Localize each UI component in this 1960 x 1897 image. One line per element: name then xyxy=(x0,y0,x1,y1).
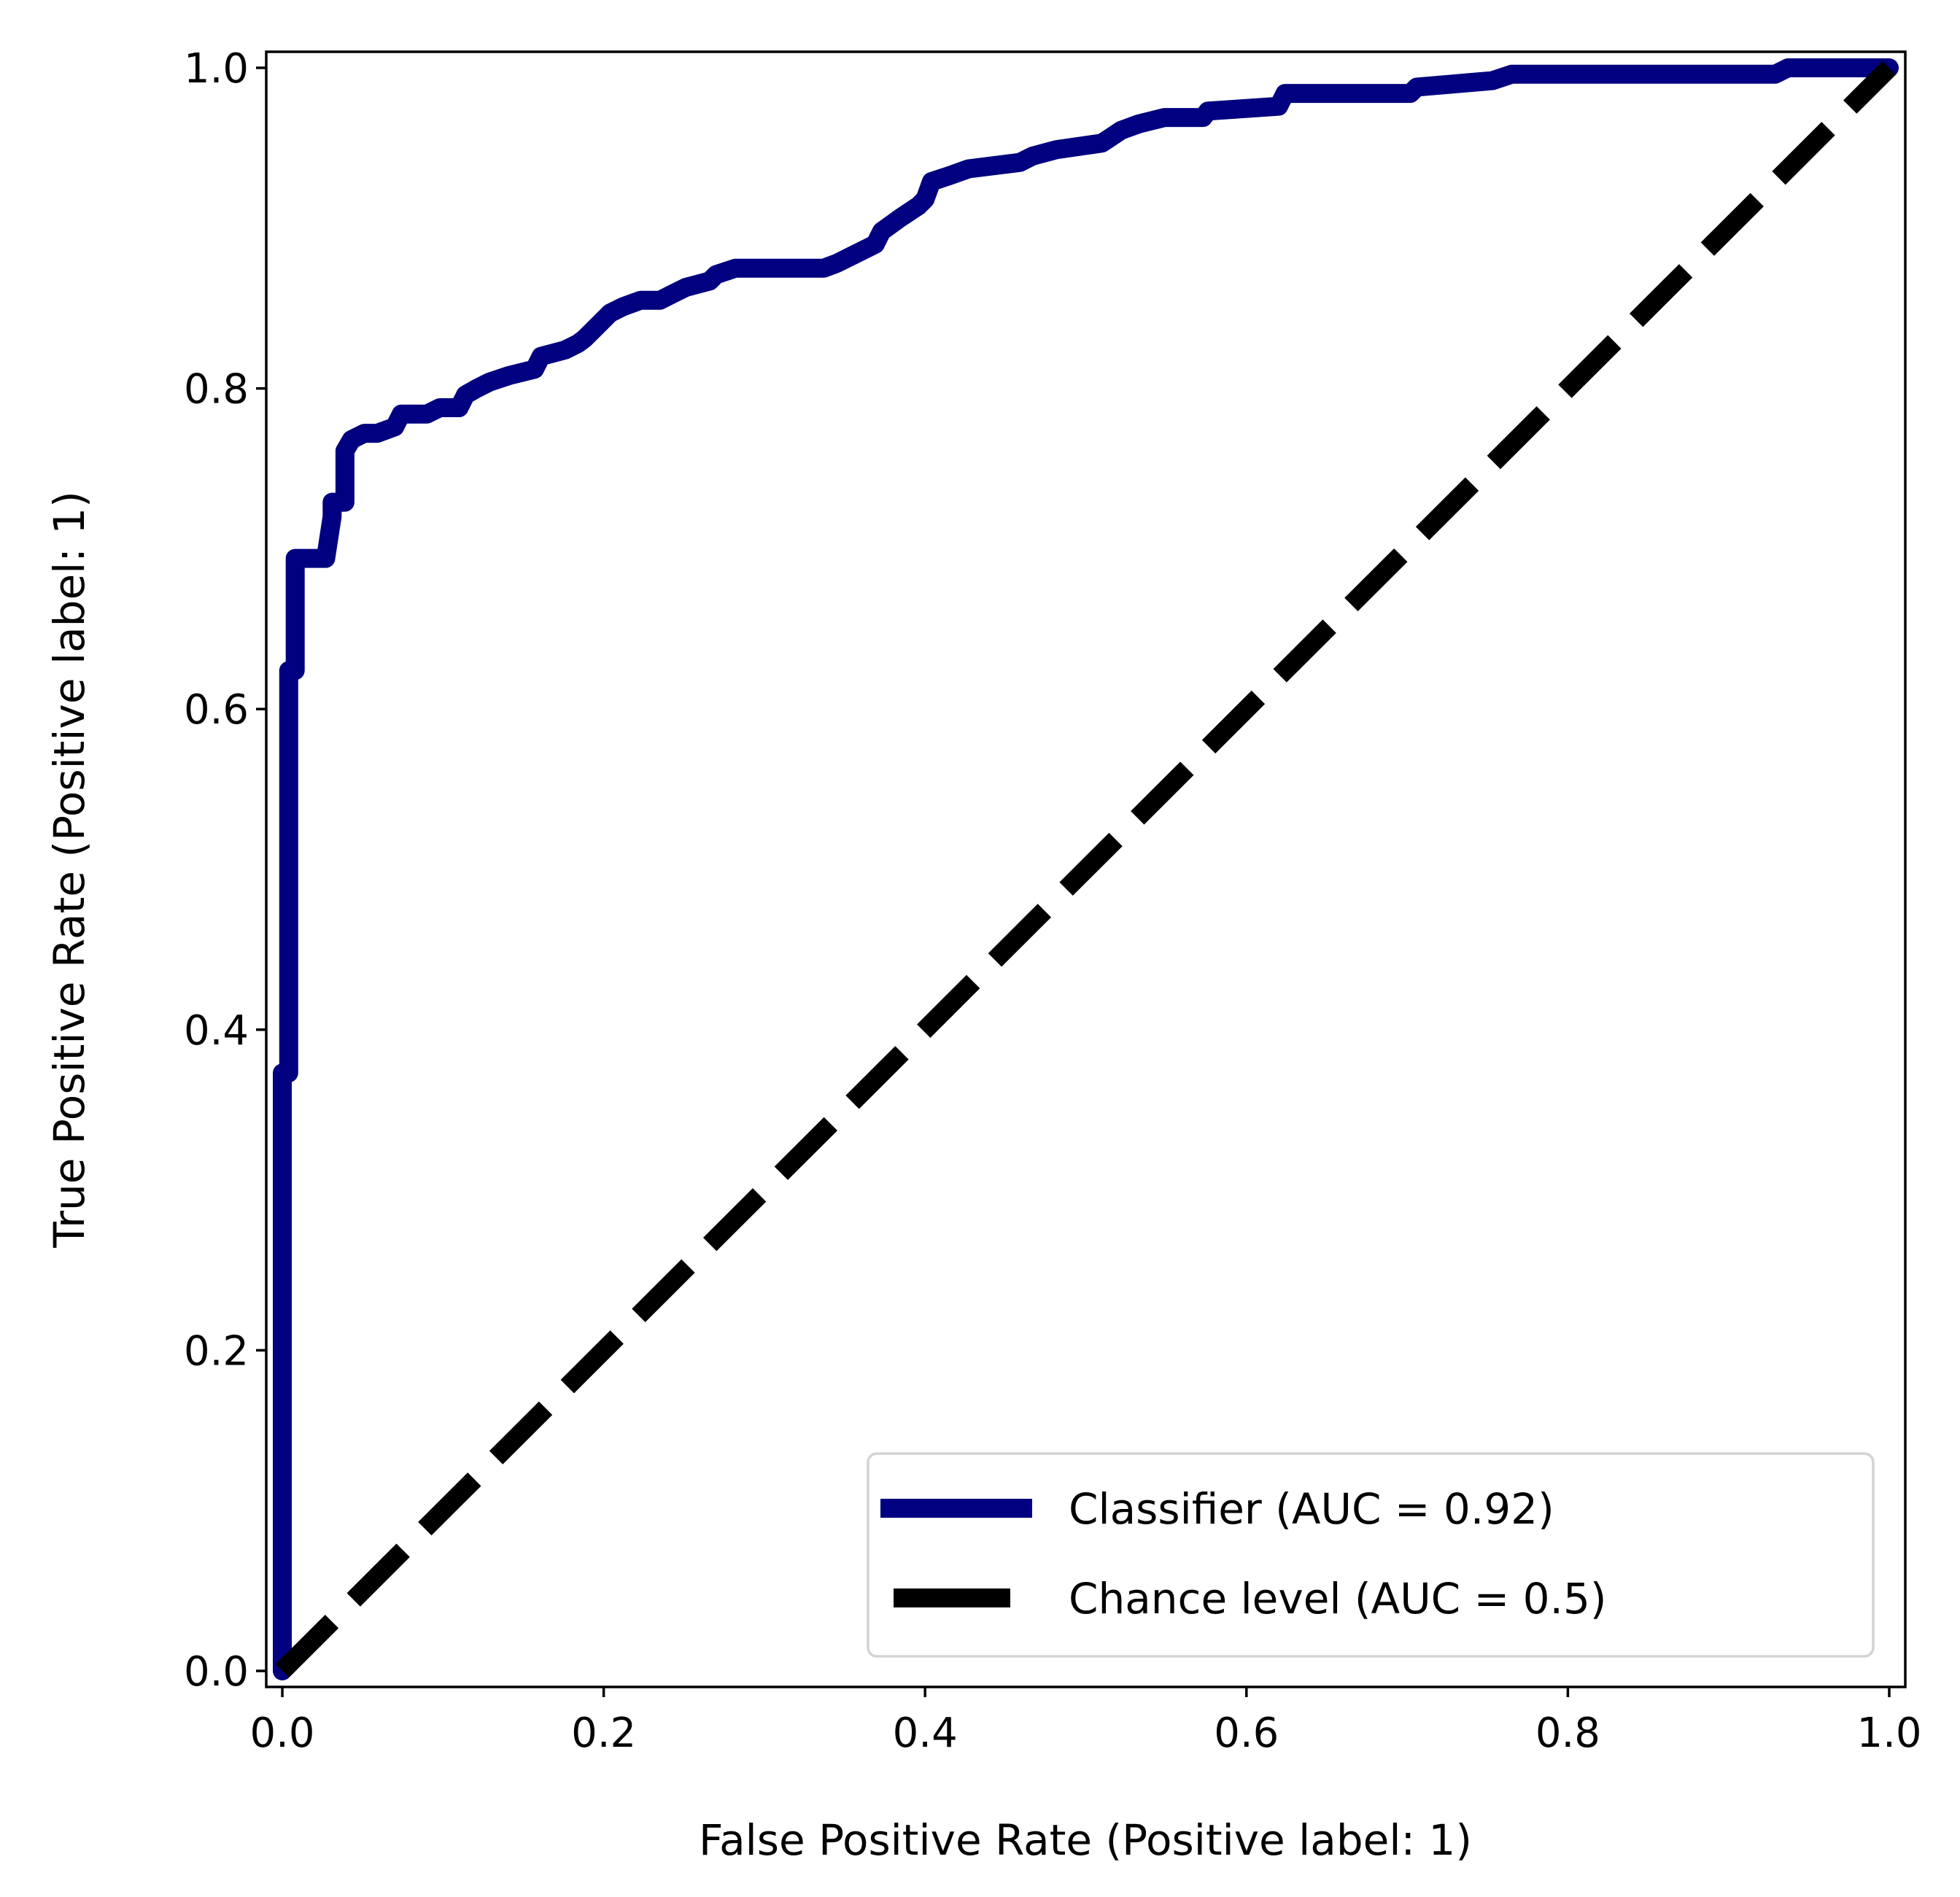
y-tick-label: 1.0 xyxy=(184,45,249,93)
series-line-chance-level xyxy=(275,61,1897,1678)
legend: Classifier (AUC = 0.92) Chance level (AU… xyxy=(867,1452,1875,1658)
y-tick-label: 0.6 xyxy=(184,686,249,734)
x-tick-label: 0.4 xyxy=(893,1710,958,1757)
x-axis-label: False Positive Rate (Positive label: 1) xyxy=(699,1815,1472,1865)
x-axis: 0.0 0.2 0.4 0.6 0.8 1.0 xyxy=(249,1687,1922,1757)
x-tick-label: 0.0 xyxy=(249,1710,314,1757)
y-tick-label: 0.4 xyxy=(184,1007,249,1055)
y-tick-label: 0.2 xyxy=(184,1327,249,1375)
x-tick-label: 0.8 xyxy=(1535,1710,1600,1757)
y-tick-label: 0.8 xyxy=(184,366,249,414)
series-line-classifier xyxy=(273,58,1899,1680)
legend-label-chance: Chance level (AUC = 0.5) xyxy=(1069,1574,1607,1623)
y-axis: 0.0 0.2 0.4 0.6 0.8 1.0 xyxy=(184,45,266,1696)
x-tick-label: 0.6 xyxy=(1214,1710,1279,1757)
legend-box xyxy=(867,1452,1875,1658)
y-tick-label: 0.0 xyxy=(184,1648,249,1696)
plot-frame xyxy=(265,50,1907,1688)
x-tick-label: 0.2 xyxy=(571,1710,636,1757)
y-axis-label: True Positive Rate (Positive label: 1) xyxy=(44,491,94,1249)
series-layer xyxy=(273,58,1899,1680)
legend-label-classifier: Classifier (AUC = 0.92) xyxy=(1069,1484,1554,1534)
x-tick-label: 1.0 xyxy=(1856,1710,1921,1757)
